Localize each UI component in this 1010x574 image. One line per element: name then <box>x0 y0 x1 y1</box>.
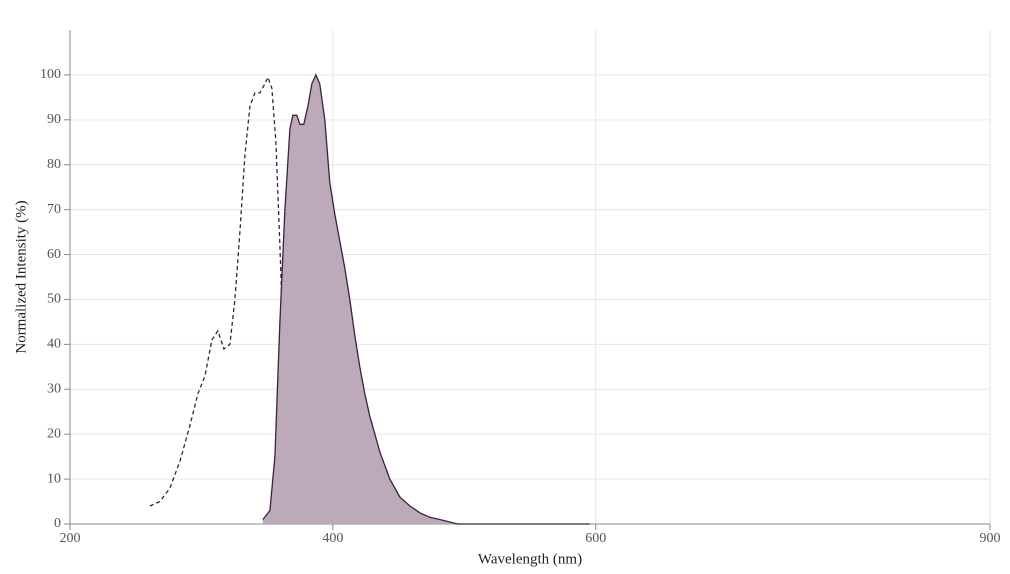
y-tick-label: 100 <box>40 67 61 82</box>
y-tick-label: 90 <box>47 112 61 127</box>
x-axis-title: Wavelength (nm) <box>478 551 582 567</box>
y-tick-label: 80 <box>47 157 61 172</box>
line <box>149 75 301 525</box>
y-tick-label: 60 <box>47 247 61 262</box>
y-tick-label: 20 <box>47 426 61 441</box>
line <box>262 73 590 525</box>
x-tick-label: 400 <box>322 531 343 546</box>
y-tick-label: 70 <box>47 202 61 217</box>
x-tick-label: 200 <box>60 531 81 546</box>
y-tick-label: 10 <box>47 471 61 486</box>
y-tick-label: 40 <box>47 337 61 352</box>
y-tick-label: 30 <box>47 381 61 396</box>
area <box>262 74 590 525</box>
y-tick-label: 50 <box>47 292 61 307</box>
x-tick-label: 900 <box>980 531 1001 546</box>
x-tick-label: 600 <box>585 531 606 546</box>
y-tick-label: 0 <box>54 516 61 531</box>
y-axis-title: Normalized Intensity (%) <box>13 200 29 353</box>
